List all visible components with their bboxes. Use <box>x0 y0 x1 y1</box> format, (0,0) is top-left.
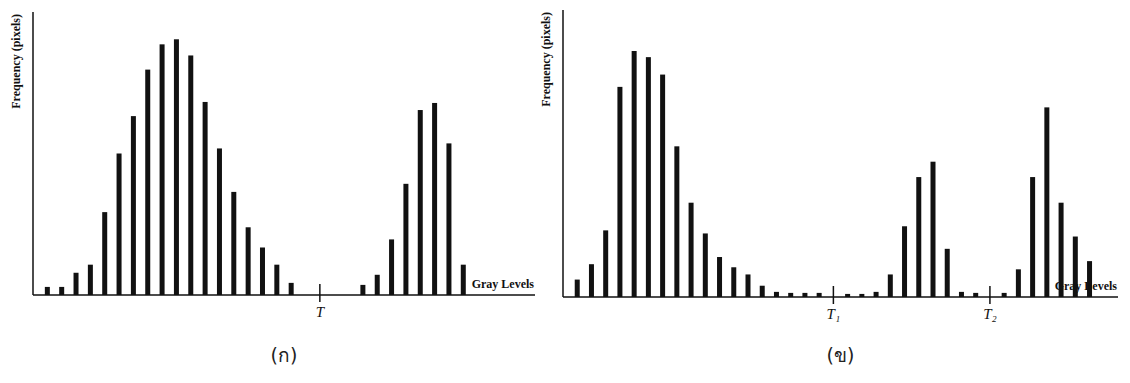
bar <box>874 292 879 297</box>
bar <box>74 273 79 295</box>
bar <box>375 275 380 295</box>
y-axis <box>32 12 34 295</box>
x-axis <box>33 294 535 296</box>
bar <box>945 249 950 297</box>
bar <box>461 265 466 295</box>
bar <box>88 265 93 295</box>
y-axis-label: Frequency (pixels) <box>539 12 553 107</box>
bar <box>231 192 236 295</box>
bar <box>646 57 651 297</box>
threshold-label: T <box>316 304 326 320</box>
bar <box>59 287 64 295</box>
bar <box>959 292 964 297</box>
bar <box>1030 177 1035 297</box>
chart: T₁ T₂ Frequency (pixels) Gray Levels (ข) <box>539 10 1118 366</box>
bar <box>246 227 251 295</box>
bar <box>575 280 580 297</box>
bar <box>916 177 921 297</box>
bar <box>45 287 50 295</box>
bar <box>117 154 122 296</box>
bar <box>418 110 423 295</box>
threshold-tick <box>319 284 321 302</box>
bar <box>203 102 208 295</box>
chart: T Frequency (pixels) Gray Levels (ก) <box>9 12 535 366</box>
bar <box>632 51 637 297</box>
bar <box>760 286 765 297</box>
bar <box>188 55 193 295</box>
bar <box>102 212 107 295</box>
bar <box>746 274 751 297</box>
threshold-tick <box>989 286 991 304</box>
bar <box>674 146 679 297</box>
page: T Frequency (pixels) Gray Levels (ก) T₁ T₂ Fre… <box>0 0 1130 383</box>
bars <box>575 51 1092 297</box>
bar <box>689 203 694 297</box>
bar <box>403 184 408 295</box>
bar <box>217 148 222 295</box>
bar <box>289 283 294 295</box>
bar <box>160 44 165 295</box>
bar <box>603 230 608 297</box>
bar <box>274 265 279 295</box>
bar <box>931 162 936 297</box>
bar <box>174 39 179 295</box>
bar <box>617 87 622 297</box>
figure: T Frequency (pixels) Gray Levels (ก) T₁ T₂ Fre… <box>0 0 1130 383</box>
bar <box>589 264 594 297</box>
bar <box>703 233 708 297</box>
bar <box>389 239 394 295</box>
bar <box>446 143 451 295</box>
x-axis-label: Gray Levels <box>472 277 535 291</box>
bar <box>774 292 779 297</box>
bar <box>717 257 722 297</box>
bar <box>1044 107 1049 297</box>
bar <box>131 116 136 295</box>
bar <box>432 103 437 295</box>
bar <box>902 226 907 297</box>
threshold-label: T₂ <box>983 306 997 322</box>
panel-title: (ก) <box>271 344 298 366</box>
bar <box>1016 269 1021 297</box>
y-axis-label: Frequency (pixels) <box>9 14 23 109</box>
y-axis <box>562 10 564 297</box>
bar <box>360 285 365 295</box>
threshold-tick <box>833 286 835 304</box>
x-axis <box>563 296 1118 298</box>
bar <box>660 75 665 297</box>
bars <box>45 39 466 295</box>
panel-title: (ข) <box>827 344 855 366</box>
threshold-label: T₁ <box>827 306 841 322</box>
bar <box>888 274 893 297</box>
x-axis-label: Gray Levels <box>1055 279 1118 293</box>
bar <box>731 267 736 297</box>
bar <box>260 247 265 295</box>
bar <box>145 70 150 295</box>
